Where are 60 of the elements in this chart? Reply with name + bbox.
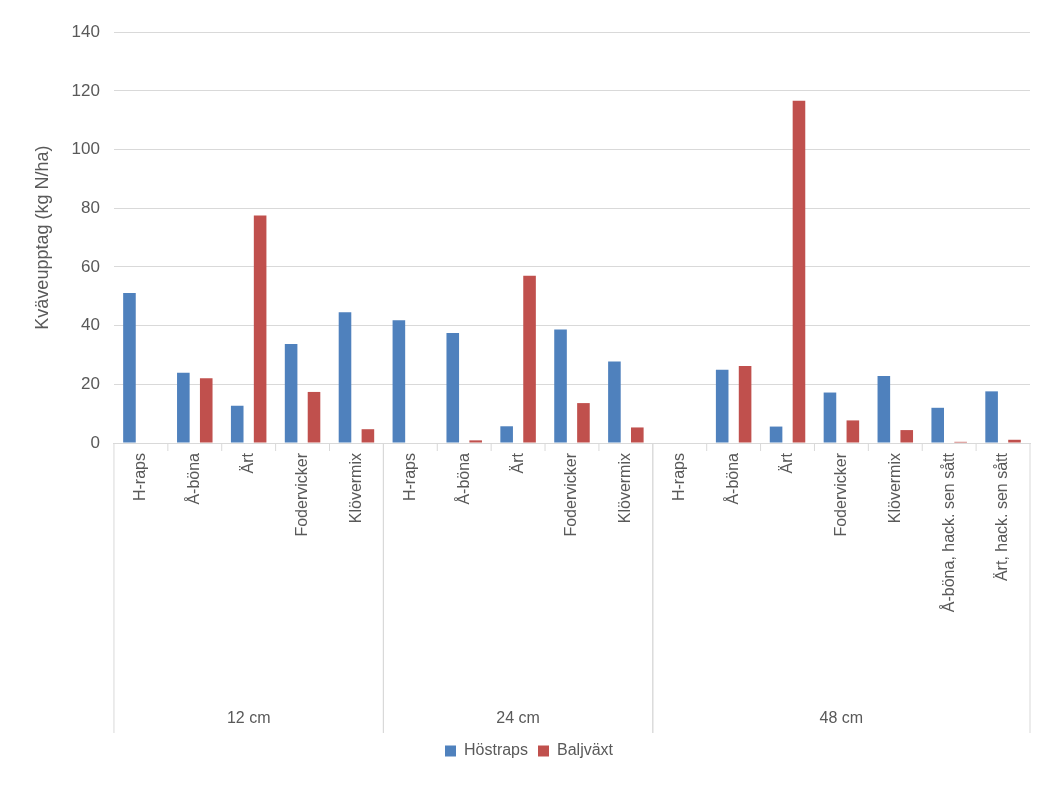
x-tick-label: Ärt: [777, 452, 795, 474]
bar: [307, 391, 321, 443]
bar: [230, 405, 244, 443]
y-tick-label: 60: [81, 256, 100, 276]
y-tick-label: 140: [71, 21, 100, 41]
x-tick-label: Å-böna, hack. sen sått: [938, 452, 957, 613]
text: 48 cm: [819, 709, 864, 727]
bar: [738, 366, 752, 443]
bar: [877, 376, 891, 443]
bar: [577, 403, 590, 443]
bar: [177, 372, 190, 443]
bar: [446, 332, 460, 443]
bar: [792, 100, 806, 443]
x-tick-label: Fodervicker: [292, 452, 310, 537]
x-tick-label: H-raps: [131, 453, 149, 502]
x-tick-label: Ärt: [239, 452, 257, 474]
bar: [846, 420, 860, 443]
bar: [608, 361, 621, 443]
x-tick-label: H-raps: [670, 453, 688, 502]
bar: [361, 429, 375, 443]
bar: [554, 329, 567, 443]
text: 24 cm: [496, 709, 540, 727]
x-tick-label: H-raps: [400, 453, 418, 502]
x-tick-label: Fodervicker: [831, 452, 849, 537]
y-tick-label: 80: [81, 197, 100, 217]
bar: [1008, 439, 1021, 443]
y-axis-title: Kväveupptag (kg N/ha): [31, 145, 52, 330]
bar: [931, 407, 945, 443]
bar: [284, 344, 298, 443]
bar: [715, 369, 729, 443]
x-tick-label: Klövermix: [616, 453, 634, 524]
bar: [523, 275, 536, 443]
text: 12 cm: [226, 709, 271, 727]
legend-label: Höstraps: [463, 741, 529, 759]
x-tick-label: Ärt, hack. sen sått: [993, 452, 1011, 582]
bar: [900, 430, 914, 443]
x-tick-label: Å-böna: [723, 452, 742, 505]
y-tick-label: 0: [90, 432, 100, 452]
bar: [985, 391, 998, 443]
bar: [823, 392, 837, 443]
bar: [338, 312, 352, 443]
x-tick-label: Å-böna: [184, 452, 203, 505]
bar: [123, 293, 136, 443]
x-tick-label: Ärt: [508, 452, 526, 474]
bar: [392, 320, 406, 443]
y-tick-label: 120: [71, 80, 100, 100]
bar: [253, 215, 267, 443]
bar: [199, 378, 213, 443]
y-tick-label: 100: [71, 139, 100, 159]
x-tick-label: Klövermix: [346, 453, 364, 524]
y-tick-label: 20: [81, 374, 100, 393]
bar: [469, 440, 482, 443]
bar: [500, 426, 513, 443]
bar: [631, 427, 644, 443]
y-tick-label: 40: [81, 315, 100, 335]
legend-label: Baljväxt: [557, 741, 614, 759]
x-tick-label: Klövermix: [885, 453, 903, 524]
bar: [769, 426, 783, 443]
x-tick-label: Fodervicker: [562, 452, 580, 537]
x-tick-label: Å-böna: [453, 452, 472, 505]
